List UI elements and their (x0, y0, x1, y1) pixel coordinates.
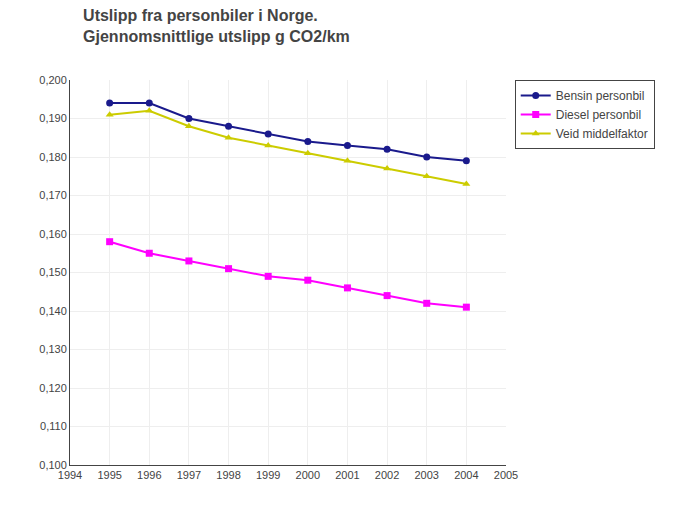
svg-text:0,140: 0,140 (39, 305, 67, 317)
svg-text:0,200: 0,200 (39, 74, 67, 86)
svg-text:Bensin personbil: Bensin personbil (556, 89, 645, 103)
svg-text:1996: 1996 (137, 469, 161, 481)
svg-text:2001: 2001 (335, 469, 359, 481)
svg-text:0,190: 0,190 (39, 112, 67, 124)
svg-text:1999: 1999 (256, 469, 280, 481)
svg-text:2002: 2002 (375, 469, 399, 481)
svg-text:Diesel personbil: Diesel personbil (556, 108, 641, 122)
svg-text:1995: 1995 (97, 469, 121, 481)
svg-text:0,180: 0,180 (39, 151, 67, 163)
svg-text:0,150: 0,150 (39, 266, 67, 278)
svg-text:0,120: 0,120 (39, 382, 67, 394)
svg-text:0,170: 0,170 (39, 189, 67, 201)
svg-text:Veid middelfaktor: Veid middelfaktor (556, 127, 648, 141)
svg-text:0,100: 0,100 (39, 459, 67, 471)
svg-text:Utslipp fra personbiler i Norg: Utslipp fra personbiler i Norge.Gjennoms… (83, 7, 350, 45)
svg-text:1997: 1997 (177, 469, 201, 481)
svg-text:0,160: 0,160 (39, 228, 67, 240)
svg-text:2000: 2000 (296, 469, 320, 481)
svg-text:1998: 1998 (216, 469, 240, 481)
svg-text:2005: 2005 (494, 469, 518, 481)
svg-text:0,110: 0,110 (40, 420, 67, 432)
svg-text:2003: 2003 (414, 469, 438, 481)
svg-text:0,130: 0,130 (39, 343, 67, 355)
svg-text:2004: 2004 (454, 469, 478, 481)
svg-text:1994: 1994 (58, 469, 82, 481)
